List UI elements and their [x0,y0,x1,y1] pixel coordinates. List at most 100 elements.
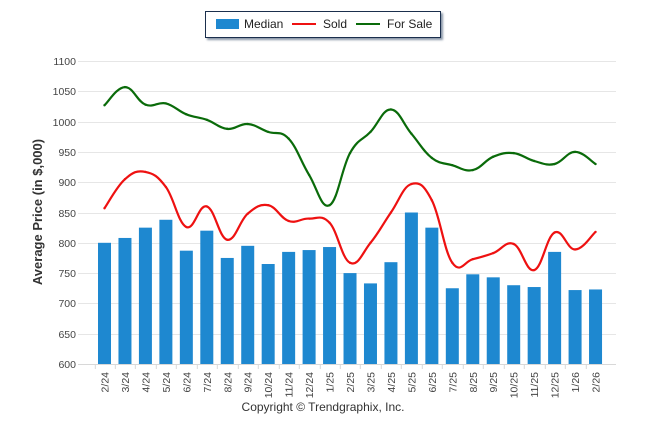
point-for-sale[interactable] [451,164,454,167]
bar-median-12-24[interactable] [302,250,316,364]
point-sold[interactable] [144,170,147,174]
bar-median-4-24[interactable] [138,227,152,364]
x-tick-label: 7/25 [447,372,459,393]
bar-median-8-24[interactable] [220,257,234,364]
point-for-sale[interactable] [246,122,249,126]
point-for-sale[interactable] [328,204,331,207]
y-tick-label: 1100 [53,56,76,68]
point-for-sale[interactable] [123,85,127,89]
legend: Median Sold For Sale [205,11,441,38]
point-sold[interactable] [348,261,352,264]
point-for-sale[interactable] [205,118,208,121]
point-for-sale[interactable] [226,127,229,131]
point-sold[interactable] [389,211,393,214]
point-for-sale[interactable] [307,173,311,177]
x-tick-label: 6/24 [181,372,193,393]
point-sold[interactable] [185,225,188,229]
point-for-sale[interactable] [144,103,147,106]
x-tick-label: 12/25 [550,372,562,398]
point-sold[interactable] [492,251,495,255]
bar-median-8-25[interactable] [466,274,480,364]
bar-median-10-24[interactable] [261,264,275,364]
median-swatch-icon [216,19,239,29]
point-sold[interactable] [471,257,474,261]
bar-median-2-25[interactable] [343,273,357,364]
x-tick-label: 5/25 [406,372,418,393]
point-sold[interactable] [123,177,127,181]
point-sold[interactable] [594,230,597,234]
point-sold[interactable] [532,268,536,272]
point-for-sale[interactable] [185,113,188,116]
point-sold[interactable] [307,217,311,220]
point-sold[interactable] [226,238,229,241]
x-axis [78,364,616,369]
point-for-sale[interactable] [430,156,434,160]
point-for-sale[interactable] [369,130,372,134]
bar-median-9-24[interactable] [241,245,255,364]
point-sold[interactable] [573,248,577,251]
bar-median-6-25[interactable] [425,227,439,364]
point-for-sale[interactable] [410,132,413,135]
point-sold[interactable] [451,261,454,264]
point-for-sale[interactable] [594,162,597,166]
point-sold[interactable] [164,185,168,189]
point-sold[interactable] [103,207,106,210]
x-tick-label: 7/24 [202,372,214,393]
point-sold[interactable] [553,231,556,234]
point-sold[interactable] [512,242,515,246]
point-for-sale[interactable] [512,151,515,155]
legend-item-sold[interactable]: Sold [292,17,347,31]
point-for-sale[interactable] [532,159,536,163]
line-sold[interactable] [103,170,597,272]
point-for-sale[interactable] [287,137,290,140]
legend-item-median[interactable]: Median [216,17,283,31]
x-tick-label: 1/25 [325,372,337,393]
point-for-sale[interactable] [164,102,168,105]
x-tick-label: 6/25 [427,372,439,393]
bar-median-2-24[interactable] [98,242,111,364]
point-sold[interactable] [369,241,372,244]
point-sold[interactable] [410,182,413,186]
x-tick-label: 2/26 [591,372,603,393]
bar-median-1-26[interactable] [568,290,582,364]
bar-median-1-25[interactable] [323,247,337,364]
y-axis-label: Average Price (in $,000) [30,139,45,285]
point-sold[interactable] [287,219,290,223]
bar-median-7-24[interactable] [200,230,214,364]
point-sold[interactable] [266,204,270,207]
point-for-sale[interactable] [266,130,270,134]
point-for-sale[interactable] [573,150,577,154]
bar-median-7-25[interactable] [445,288,459,364]
point-for-sale[interactable] [389,108,393,111]
for-sale-swatch-icon [356,23,380,25]
bar-median-11-25[interactable] [527,287,541,364]
x-tick-label: 12/24 [304,372,316,398]
y-tick-label: 800 [58,238,76,250]
y-tick-label: 750 [58,268,76,280]
point-sold[interactable] [205,205,208,208]
bar-median-3-24[interactable] [118,237,132,364]
bar-median-5-24[interactable] [159,219,173,364]
y-tick-label: 900 [58,177,76,189]
point-for-sale[interactable] [492,155,495,158]
legend-item-for-sale[interactable]: For Sale [356,17,432,31]
bar-median-2-26[interactable] [589,289,603,364]
bar-median-10-25[interactable] [507,285,521,364]
bar-median-9-25[interactable] [486,277,500,364]
bar-median-3-25[interactable] [363,283,377,364]
point-for-sale[interactable] [553,162,556,166]
point-sold[interactable] [328,221,331,225]
point-for-sale[interactable] [348,151,352,155]
point-sold[interactable] [430,199,434,202]
point-for-sale[interactable] [471,168,474,172]
bar-median-5-25[interactable] [404,212,418,365]
bar-median-12-25[interactable] [548,251,562,364]
point-sold[interactable] [246,212,249,215]
bar-median-4-25[interactable] [384,262,398,364]
bar-median-11-24[interactable] [282,251,296,364]
line-for-sale[interactable] [103,85,597,207]
x-tick-label: 11/24 [284,372,296,398]
bar-median-6-24[interactable] [179,250,193,364]
point-for-sale[interactable] [103,104,106,107]
x-tick-label: 2/25 [345,372,357,393]
